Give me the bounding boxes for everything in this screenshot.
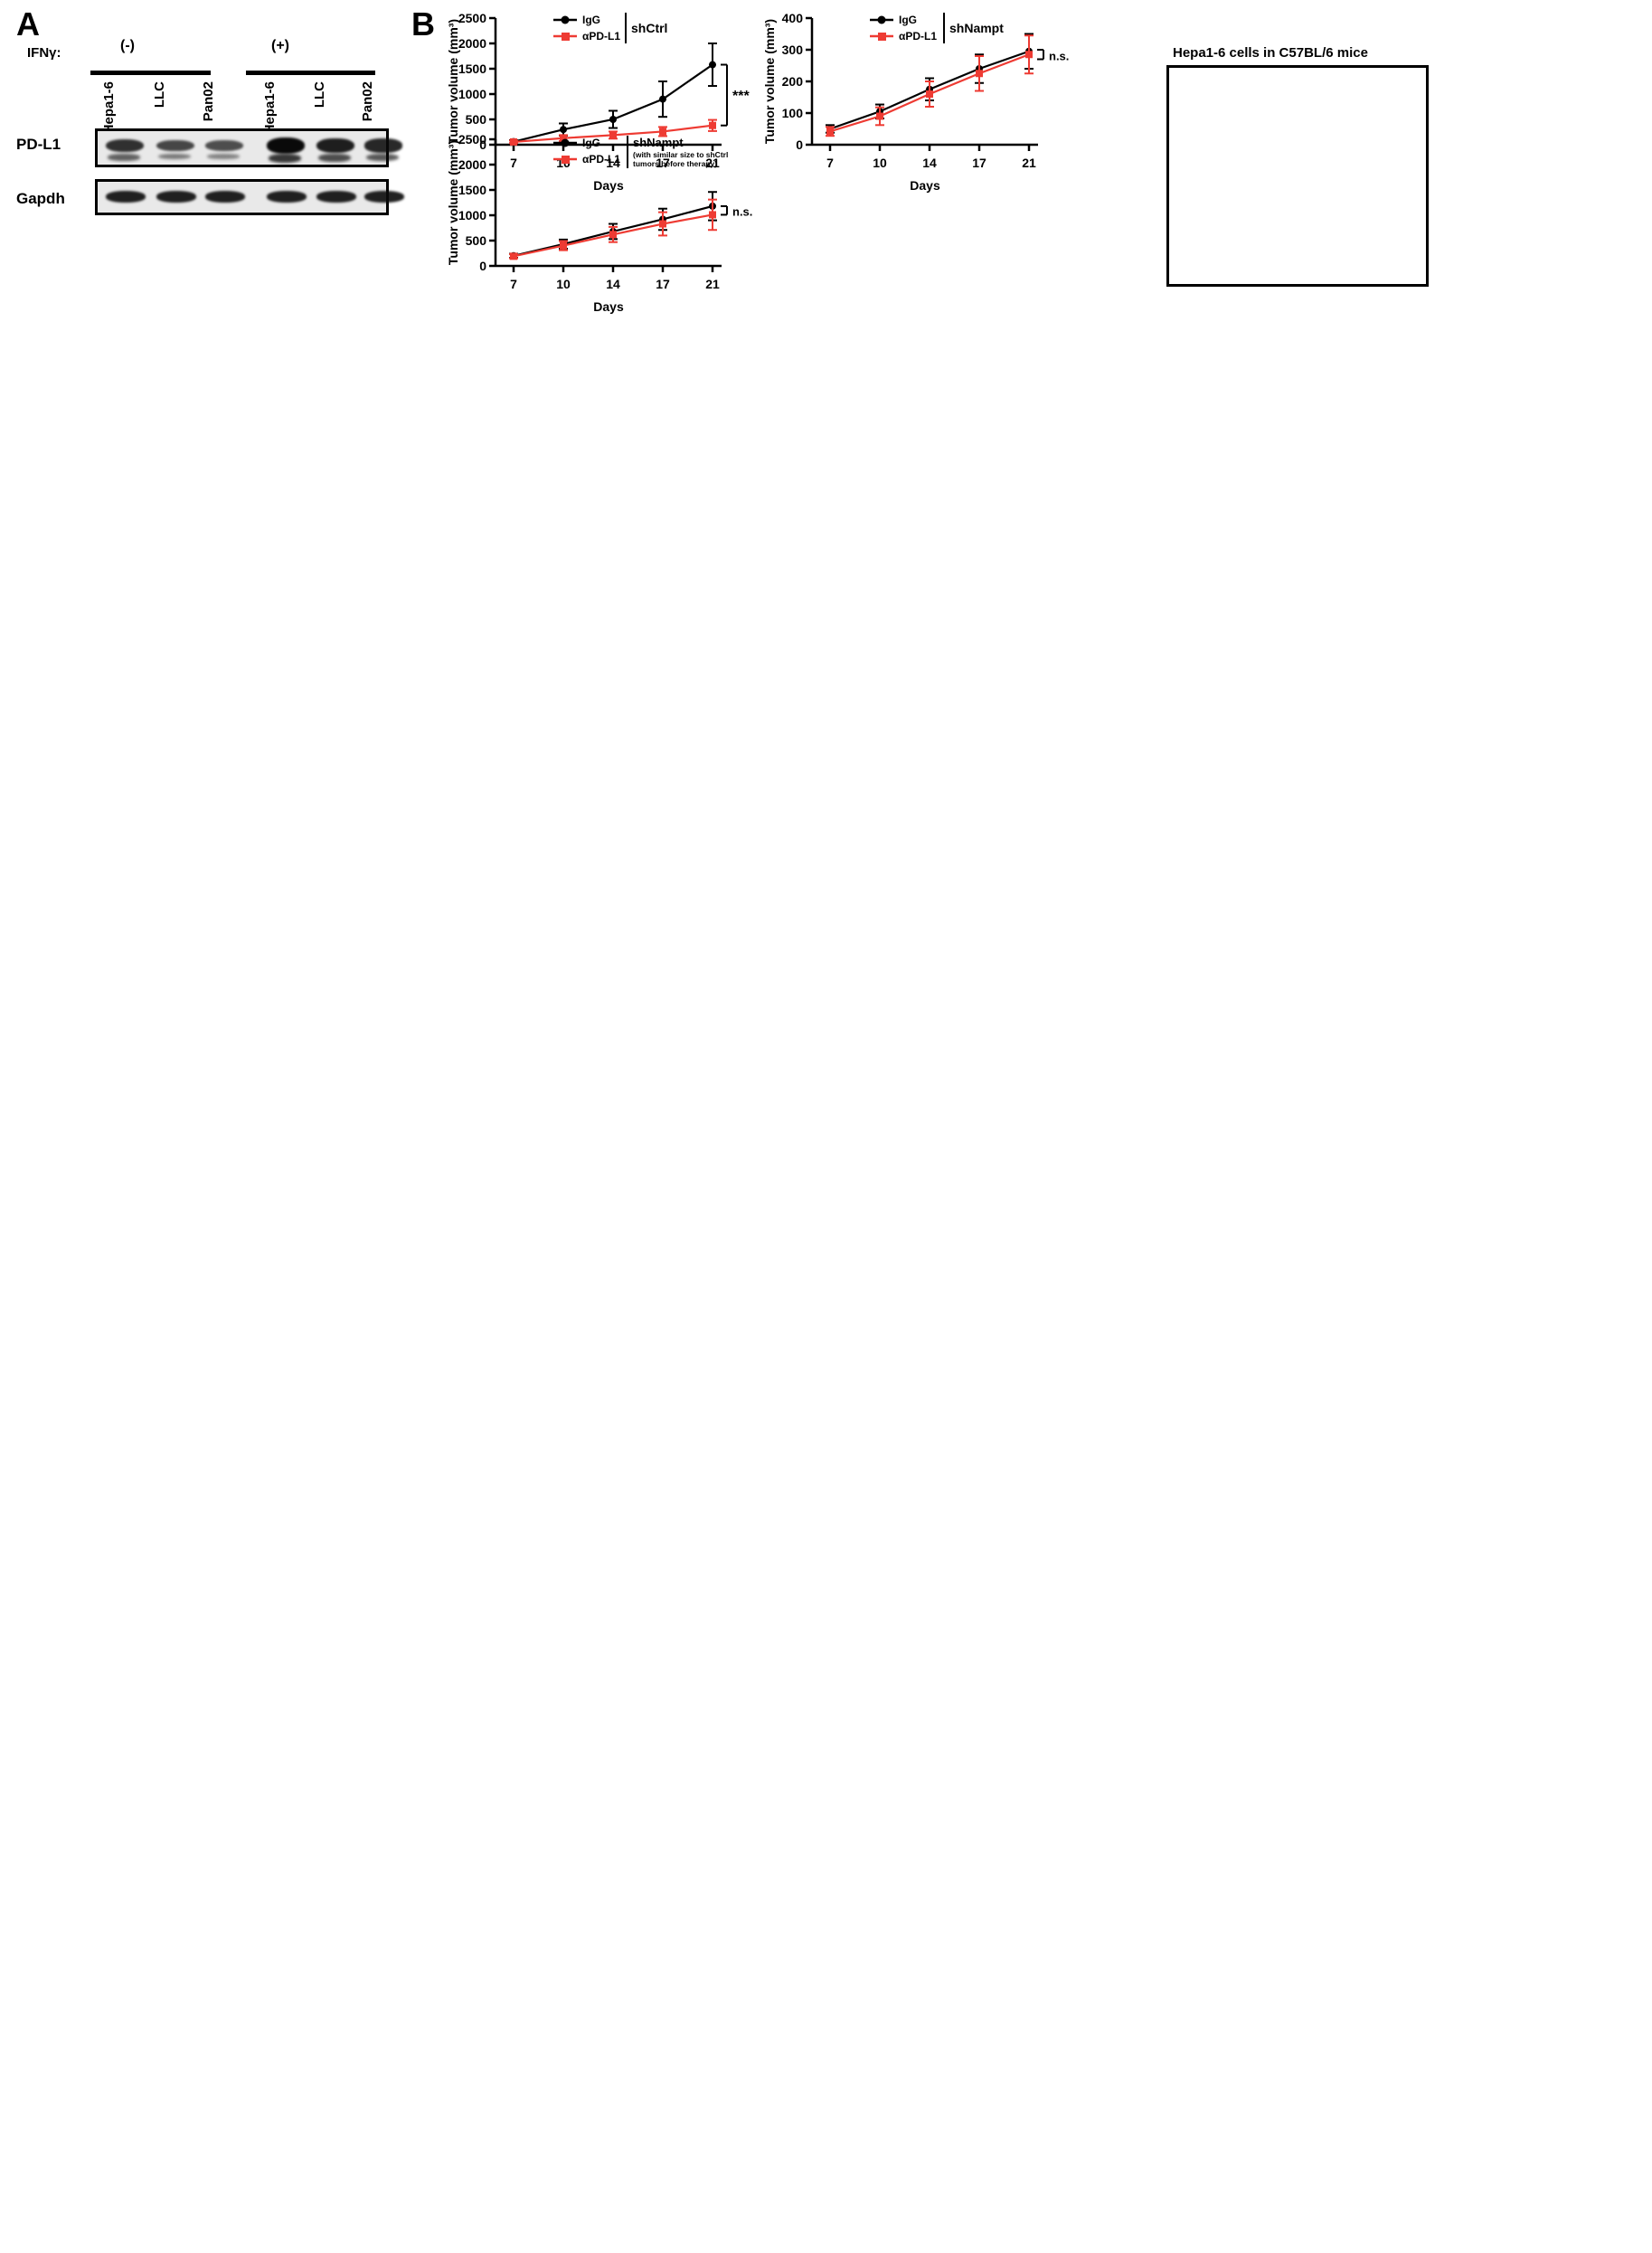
svg-text:n.s.: n.s. (1049, 49, 1069, 62)
svg-text:1000: 1000 (458, 87, 486, 101)
svg-text:tumors before therapy): tumors before therapy) (633, 159, 717, 168)
panelB-legend-shnampt: IgG αPD-L1 shNampt (870, 13, 1004, 43)
svg-text:2000: 2000 (458, 36, 486, 51)
svg-text:2500: 2500 (458, 11, 486, 25)
blot-band-pdl1-4 (316, 137, 354, 154)
ifn-plus-rule (246, 71, 375, 75)
panelB-chart-shnampt-matched: 0 500 1000 1500 2000 2500 7 10 14 17 21 Days Tumor v… (446, 132, 752, 314)
ifn-group-plus: (+) (271, 38, 289, 53)
lane-label-3: Hepa1-6 (262, 81, 278, 135)
svg-text:21: 21 (705, 277, 720, 291)
panelB-legend-shnampt-matched: IgG αPD-L1 shNampt(with similar size to sh… (553, 136, 728, 168)
svg-text:αPD-L1: αPD-L1 (582, 30, 620, 43)
svg-text:Days: Days (910, 178, 940, 193)
blot-band-pdl1b-0 (108, 154, 140, 161)
svg-text:17: 17 (656, 156, 670, 170)
lane-label-1: LLC (152, 81, 167, 109)
svg-text:1500: 1500 (458, 183, 486, 197)
blot-gapdh (95, 179, 404, 215)
svg-text:IgG: IgG (582, 14, 600, 26)
blot-band-pdl1-1 (156, 139, 194, 152)
svg-text:IgG: IgG (582, 137, 600, 149)
svg-text:0: 0 (479, 259, 486, 273)
ifn-minus-rule (90, 71, 211, 75)
svg-text:500: 500 (466, 112, 487, 127)
svg-text:(with similar size to shCtrl: (with similar size to shCtrl (633, 150, 728, 159)
blot-band-pdl1-0 (106, 138, 144, 153)
lane-label-2: Pan02 (201, 81, 216, 122)
svg-text:***: *** (732, 89, 750, 104)
svg-text:αPD-L1: αPD-L1 (582, 153, 620, 166)
svg-text:Tumor volume (mm³): Tumor volume (mm³) (446, 140, 460, 265)
svg-text:400: 400 (782, 11, 804, 25)
panelB-chart-shnampt: 0 100 200 300 400 7 10 14 17 21 Days Tumor volume (… (762, 11, 1069, 193)
blot-band-gapdh-4 (316, 191, 356, 203)
blot-band-pdl1b-3 (269, 154, 301, 163)
svg-text:shCtrl: shCtrl (631, 21, 667, 35)
panel-label-b: B (411, 5, 435, 43)
ifn-group-minus: (-) (120, 38, 135, 53)
blot-pdl1 (95, 128, 402, 167)
svg-text:17: 17 (656, 277, 670, 291)
svg-text:14: 14 (922, 156, 937, 170)
blot-band-pdl1b-2 (207, 154, 240, 159)
svg-text:0: 0 (479, 137, 486, 152)
svg-text:shNampt: shNampt (633, 136, 684, 149)
blot-band-pdl1-5 (364, 138, 402, 153)
svg-text:7: 7 (510, 277, 517, 291)
svg-text:2500: 2500 (458, 132, 486, 147)
lane-label-0: Hepa1-6 (101, 81, 117, 135)
blot-band-pdl1b-4 (318, 154, 351, 162)
svg-text:IgG: IgG (899, 14, 917, 26)
svg-text:17: 17 (972, 156, 986, 170)
svg-text:7: 7 (510, 156, 517, 170)
svg-text:10: 10 (556, 277, 571, 291)
ifn-gamma-label: IFNγ: (27, 45, 61, 61)
svg-text:500: 500 (466, 233, 487, 248)
svg-text:Tumor volume (mm³): Tumor volume (mm³) (446, 19, 460, 144)
panel-label-a: A (16, 5, 40, 43)
blot-band-pdl1b-5 (366, 154, 399, 162)
panelB-tumor-box (1166, 65, 1429, 287)
blot-band-gapdh-3 (267, 191, 307, 203)
svg-text:21: 21 (1022, 156, 1036, 170)
svg-text:200: 200 (782, 74, 804, 89)
blot-label-pdl1: PD-L1 (16, 136, 61, 153)
svg-text:n.s.: n.s. (732, 205, 752, 219)
svg-text:14: 14 (606, 277, 620, 291)
svg-text:Days: Days (593, 299, 624, 314)
blot-band-pdl1b-1 (158, 154, 191, 160)
panelB-photo-title: Hepa1-6 cells in C57BL/6 mice (1173, 45, 1368, 61)
lane-label-5: Pan02 (360, 81, 375, 122)
blot-band-gapdh-1 (156, 191, 196, 203)
blot-band-gapdh-0 (106, 191, 146, 203)
svg-text:0: 0 (796, 137, 803, 152)
svg-text:10: 10 (873, 156, 887, 170)
svg-text:shNampt: shNampt (949, 21, 1004, 35)
svg-text:Tumor volume (mm³): Tumor volume (mm³) (762, 19, 777, 144)
svg-text:300: 300 (782, 43, 804, 57)
blot-band-pdl1-2 (205, 140, 243, 151)
svg-text:1000: 1000 (458, 208, 486, 222)
svg-text:1500: 1500 (458, 62, 486, 76)
svg-text:7: 7 (826, 156, 834, 170)
blot-band-gapdh-5 (364, 191, 404, 203)
svg-text:21: 21 (705, 156, 720, 170)
blot-band-pdl1-3 (267, 137, 305, 154)
panelB-legend-shctrl: IgG αPD-L1 shCtrl (553, 13, 667, 43)
lane-label-4: LLC (312, 81, 327, 109)
svg-text:100: 100 (782, 106, 804, 120)
svg-text:Days: Days (593, 178, 624, 193)
svg-text:αPD-L1: αPD-L1 (899, 30, 937, 43)
blot-band-gapdh-2 (205, 191, 245, 203)
svg-text:14: 14 (606, 156, 620, 170)
blot-label-gapdh: Gapdh (16, 190, 65, 207)
svg-text:2000: 2000 (458, 157, 486, 172)
